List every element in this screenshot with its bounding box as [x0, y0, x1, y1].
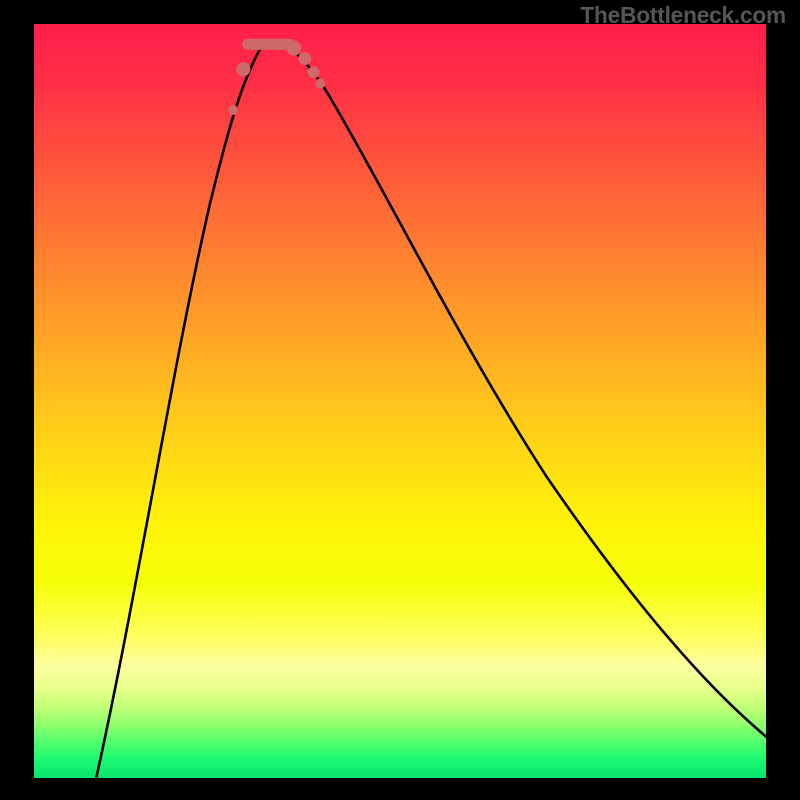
plot-area — [34, 24, 766, 778]
watermark-text: TheBottleneck.com — [580, 2, 786, 29]
gradient-background — [34, 24, 766, 778]
marker-dot — [298, 52, 311, 65]
marker-dot — [236, 62, 250, 76]
chart-frame: TheBottleneck.com — [0, 0, 800, 800]
chart-svg — [34, 24, 766, 778]
marker-dot — [315, 79, 325, 89]
marker-dot — [286, 41, 301, 56]
marker-dot — [308, 66, 320, 78]
marker-dot — [228, 105, 238, 115]
